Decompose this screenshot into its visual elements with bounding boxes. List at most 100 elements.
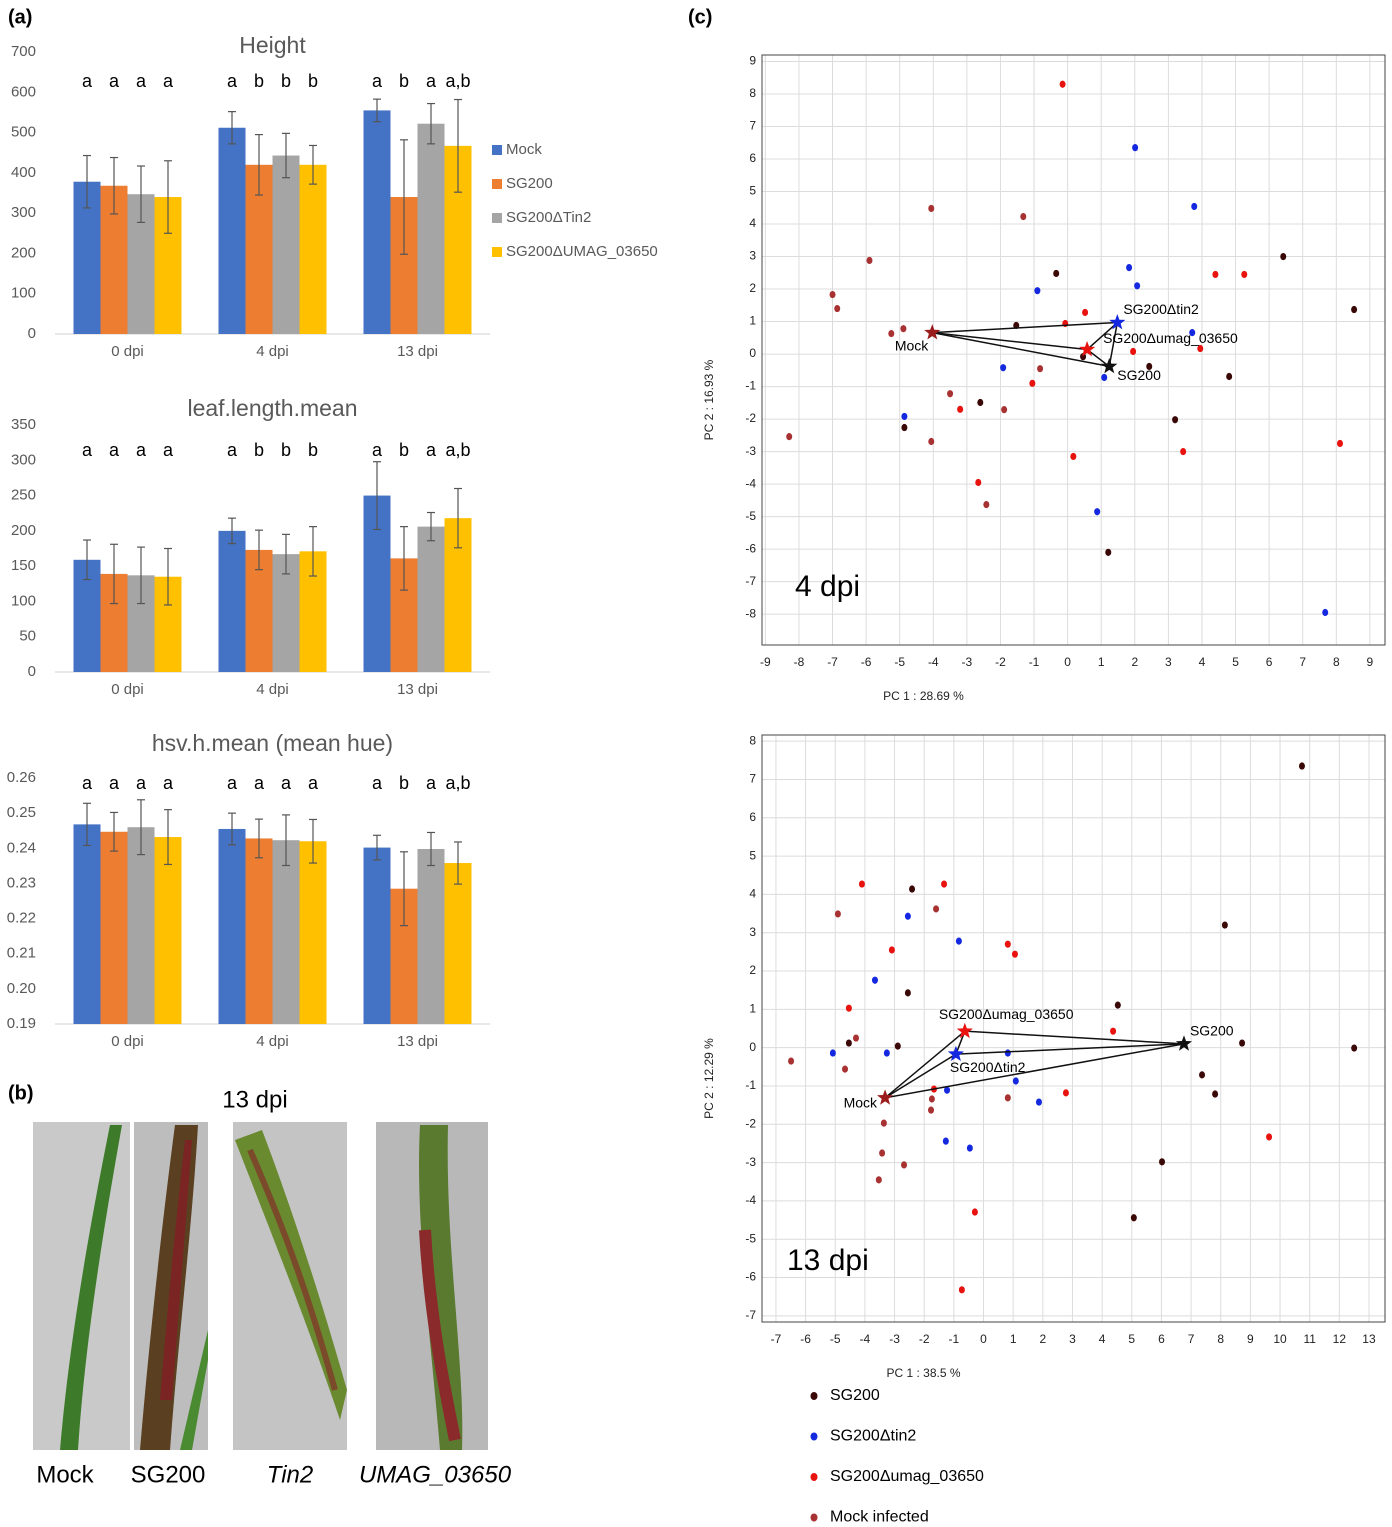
centroid-star [1101, 357, 1118, 374]
error-bar [110, 811, 118, 852]
point [1004, 940, 1011, 948]
point [1239, 1039, 1246, 1047]
error-bar [309, 526, 317, 577]
x-tick-label: 5 [1232, 655, 1239, 669]
point [888, 329, 895, 338]
y-tick-label: 0.21 [7, 945, 36, 962]
y-tick-label: 50 [19, 628, 36, 645]
y-tick-label: 250 [11, 487, 36, 504]
x-tick-label: -1 [1029, 655, 1040, 669]
centroid-star [1109, 314, 1126, 330]
point [1034, 287, 1041, 295]
significance-letter: b [254, 71, 264, 91]
point [1011, 950, 1018, 958]
x-tick-label: 4 dpi [256, 343, 289, 360]
point [942, 1137, 949, 1145]
y-tick-label: 500 [11, 124, 36, 141]
centroid-label: SG200Δumag_03650 [1103, 330, 1238, 346]
point [904, 989, 911, 997]
error-bar [83, 802, 91, 847]
significance-letter: a [372, 773, 383, 793]
centroid-star [877, 1089, 894, 1105]
significance-letter: a [136, 71, 147, 91]
y-tick-label: 8 [749, 733, 756, 747]
y-tick-label: 0 [28, 663, 36, 680]
bar [218, 530, 246, 672]
x-tick-label: 11 [1303, 1332, 1316, 1346]
bar [100, 831, 128, 1024]
point [928, 437, 935, 446]
point [1130, 347, 1137, 356]
plot-frame [761, 734, 1386, 1323]
centroid-link [884, 1043, 1185, 1099]
x-tick-label: 1 [1098, 655, 1105, 669]
point [1191, 202, 1198, 211]
point [1070, 452, 1077, 461]
y-tick-label: 300 [11, 204, 36, 221]
point [904, 912, 911, 920]
significance-letter: a [426, 773, 437, 793]
point [1226, 372, 1233, 381]
x-tick-label: -7 [827, 655, 838, 669]
centroid-link [932, 331, 1110, 368]
error-bar [400, 851, 408, 927]
bar [272, 155, 300, 334]
centroid-star [924, 324, 941, 340]
point [941, 880, 948, 888]
y-tick-label: -6 [745, 1270, 756, 1284]
y-tick-label: 300 [11, 451, 36, 468]
y-tick-label: 0 [749, 346, 756, 360]
point [1336, 439, 1343, 448]
significance-letter: a [109, 71, 120, 91]
legend-marker [810, 1473, 818, 1481]
error-bar [282, 132, 290, 179]
y-tick-label: 0.23 [7, 874, 36, 891]
point [1266, 1133, 1273, 1141]
y-tick-label: -4 [745, 476, 756, 490]
significance-letter: a [82, 440, 93, 460]
x-tick-label: 8 [1333, 655, 1340, 669]
point [1062, 1089, 1069, 1097]
point [1197, 344, 1204, 353]
y-tick-label: -2 [745, 411, 756, 425]
x-tick-label: 6 [1158, 1332, 1165, 1346]
chart-title: leaf.length.mean [187, 395, 357, 421]
point [852, 1034, 859, 1042]
y-tick-label: 100 [11, 285, 36, 302]
y-tick-label: 7 [749, 772, 756, 786]
error-bar [427, 831, 435, 867]
error-bar [137, 546, 145, 605]
point [866, 256, 873, 265]
significance-letter: a [281, 773, 292, 793]
annotation: 13 dpi [787, 1244, 869, 1277]
legend-label: Mock infected [830, 1509, 929, 1526]
point [1004, 1094, 1011, 1102]
centroid-label: SG200Δumag_03650 [939, 1006, 1074, 1022]
bar [363, 110, 391, 335]
point [1130, 1214, 1137, 1222]
significance-letter: a [163, 773, 174, 793]
x-tick-label: 0 dpi [111, 681, 144, 698]
centroid-label: SG200Δtin2 [1123, 301, 1199, 317]
y-tick-label: 0.22 [7, 910, 36, 927]
x-tick-label: 13 dpi [397, 1033, 438, 1050]
photo-caption: SG200 [131, 1461, 206, 1488]
y-tick-label: 1 [749, 314, 756, 328]
x-tick-label: 13 dpi [397, 343, 438, 360]
point [1037, 365, 1044, 373]
error-bar [373, 98, 381, 123]
x-tick-label: -4 [860, 1332, 871, 1346]
error-bar [164, 547, 172, 606]
point [1221, 921, 1228, 929]
error-bar [373, 461, 381, 531]
x-tick-label: -3 [962, 655, 973, 669]
error-bar [255, 529, 263, 571]
y-tick-label: 0.26 [7, 769, 36, 786]
error-bar [164, 160, 172, 234]
error-bar [400, 526, 408, 591]
centroid-label: SG200 [1190, 1023, 1234, 1039]
error-bar [255, 818, 263, 859]
x-tick-label: 10 [1273, 1332, 1287, 1346]
y-tick-label: 0.25 [7, 804, 36, 821]
